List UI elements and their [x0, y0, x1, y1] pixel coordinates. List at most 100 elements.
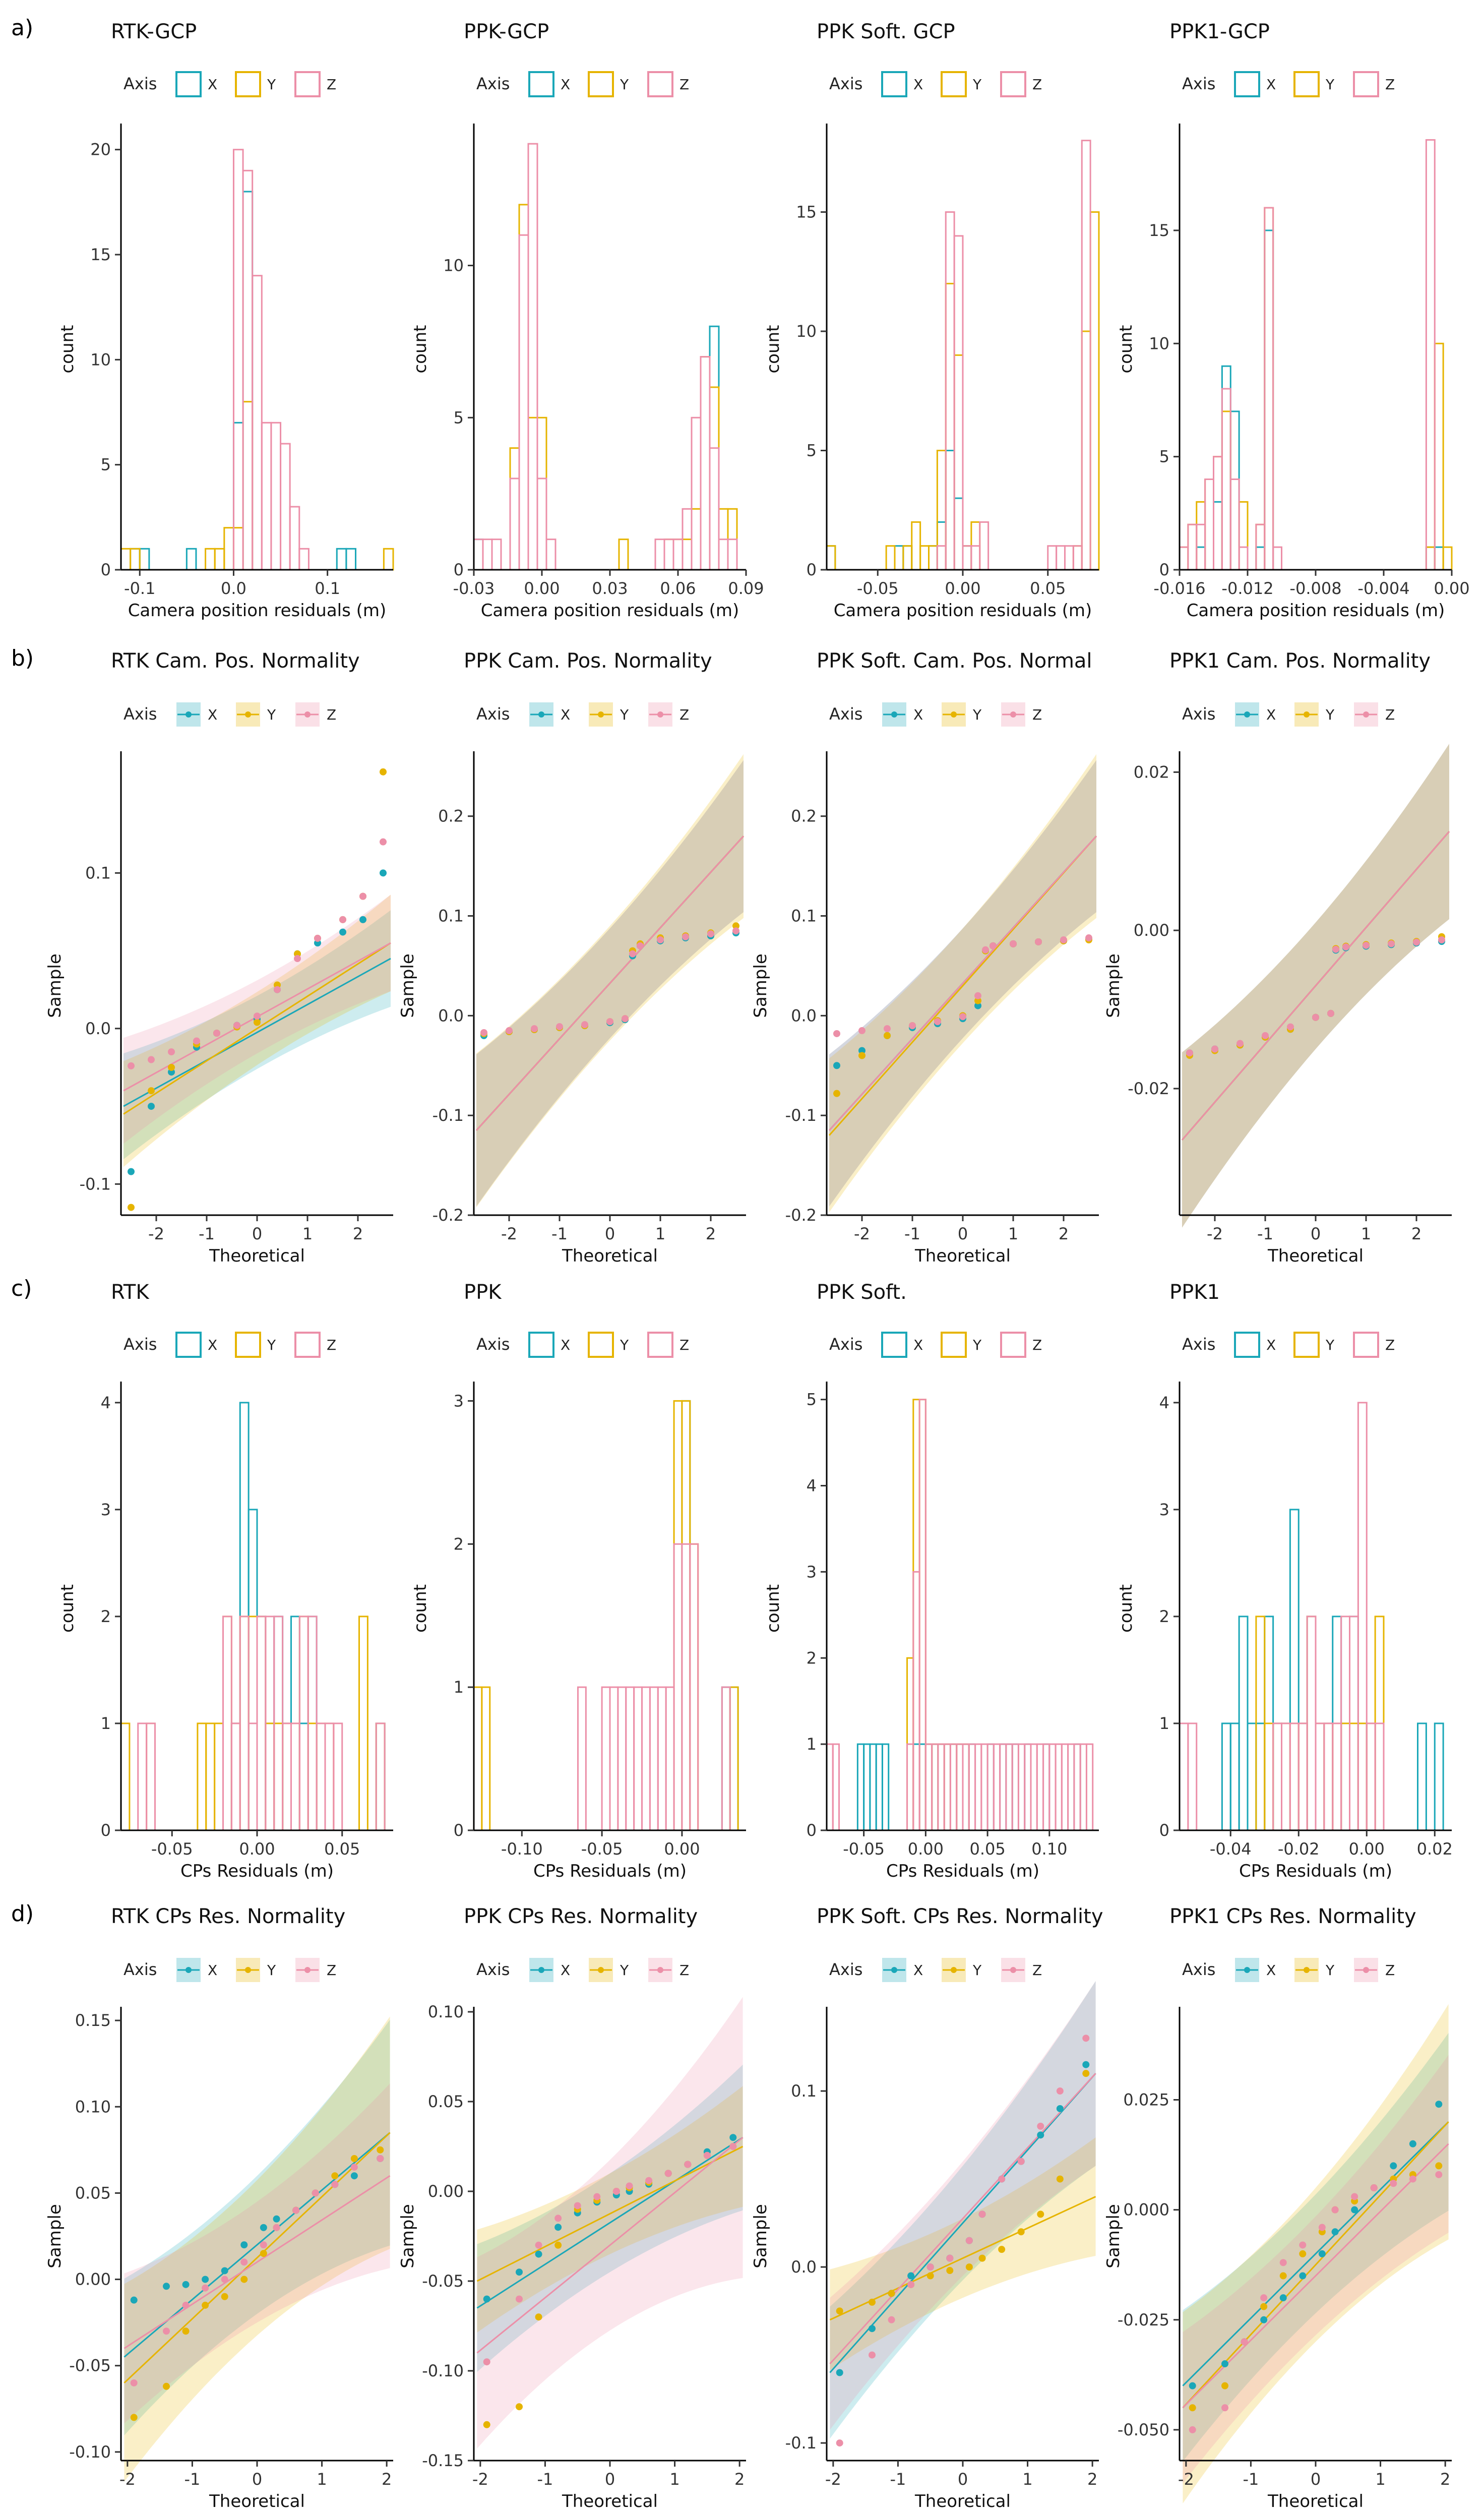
legend-label-y: Y [267, 706, 276, 723]
y-tick-label: 5 [807, 1390, 817, 1409]
panel-b4: PPK1 Cam. Pos. Normality Axis X Y Z -2 -1 0 1 2 -0… [1103, 649, 1452, 1266]
hist-bar [1264, 207, 1274, 571]
x-tick-label: 2 [1440, 2470, 1450, 2489]
series-z [121, 1616, 386, 1831]
hist-bar [1073, 1743, 1081, 1831]
legend-label-y: Y [1325, 76, 1335, 93]
hist-bar [1221, 388, 1231, 571]
hist-bar [1067, 1743, 1075, 1831]
legend: Axis X Y Z [476, 1958, 689, 1982]
qq-point [869, 2325, 876, 2333]
qq-point [1299, 2250, 1307, 2257]
hist-bar [1442, 546, 1453, 571]
chart-title: RTK-GCP [111, 20, 197, 43]
legend-label-y: Y [972, 1337, 982, 1353]
hist-bar [943, 1743, 951, 1831]
legend-key-point-y [598, 711, 604, 718]
qq-point [1085, 934, 1092, 942]
x-tick-label: -2 [119, 2470, 136, 2489]
hist-bar [980, 1743, 988, 1831]
qq-point [934, 1018, 941, 1026]
legend-key-x [175, 1332, 202, 1358]
y-tick-label: -0.1 [80, 1174, 111, 1193]
hist-bar [509, 447, 520, 571]
series-z [1179, 139, 1452, 571]
qq-point [163, 2327, 170, 2335]
points-z [833, 934, 1092, 1037]
legend-label-z: Z [327, 1962, 336, 1979]
hist-bar [1417, 1722, 1427, 1831]
x-axis-label: Theoretical [1267, 1246, 1364, 1266]
legend-key-x [1234, 71, 1260, 97]
confidence-band-x [123, 910, 391, 1160]
hist-bar [239, 1616, 250, 1831]
qq-point [888, 2290, 895, 2297]
hist-bar [1349, 1722, 1359, 1831]
hist-bar [885, 545, 896, 571]
legend-label-y: Y [1325, 1962, 1335, 1979]
hist-bar [956, 1743, 964, 1831]
qq-point [1331, 2228, 1339, 2236]
hist-bar [924, 1743, 933, 1831]
hist-bar [491, 539, 502, 571]
x-tick-label: 2 [706, 1224, 716, 1243]
qq-point [1082, 2070, 1090, 2077]
confidence-band-z [830, 1981, 1096, 2430]
hist-bar [473, 539, 484, 571]
hist-bar [718, 539, 729, 571]
hist-bar [709, 386, 720, 571]
hist-bar [869, 1743, 877, 1831]
qq-point [884, 1025, 891, 1033]
qq-point [148, 1056, 155, 1063]
y-tick-label: 2 [807, 1648, 817, 1667]
hist-bar [681, 1400, 691, 1831]
x-tick-label: 0.05 [969, 1839, 1005, 1859]
hist-bar [968, 1743, 976, 1831]
hist-bar [324, 1722, 335, 1831]
hist-bar [383, 548, 394, 571]
hist-bar [727, 539, 738, 571]
panel-b3: PPK Soft. Cam. Pos. Normal Axis X Y Z -2 -1 0 1 2… [751, 649, 1099, 1266]
hist-bar [1434, 342, 1444, 571]
legend-key-point-y [1304, 1967, 1310, 1973]
qq-point [377, 2155, 384, 2162]
hist-bar [1213, 456, 1223, 571]
qq-point [833, 1090, 840, 1097]
qq-point [982, 946, 989, 953]
hist-bar [1024, 1743, 1032, 1831]
legend-label-x: X [913, 76, 923, 93]
y-tick-label: 0.1 [791, 2081, 817, 2101]
x-tick-label: -0.1 [124, 579, 155, 598]
legend-label-y: Y [267, 76, 276, 93]
qq-point [1390, 2162, 1397, 2170]
legend-key-point-z [1363, 1967, 1369, 1973]
hist-bar [333, 1722, 343, 1831]
hist-bar [1264, 207, 1274, 571]
hist-bar [230, 1722, 241, 1831]
qq-point [182, 2327, 190, 2335]
legend-key-point-y [598, 1967, 604, 1973]
hist-bar [1047, 545, 1058, 571]
qq-point [1056, 2087, 1064, 2095]
legend-key-y [941, 71, 967, 97]
hist-bar [481, 1686, 491, 1831]
hist-bar [1229, 410, 1240, 571]
y-tick-label: -0.15 [422, 2451, 464, 2470]
hist-bar [1238, 1616, 1249, 1831]
qq-point [1342, 943, 1349, 951]
y-tick-label: 2 [454, 1534, 464, 1553]
hist-bar [1297, 1722, 1308, 1831]
y-tick-label: 0 [101, 1821, 111, 1840]
hist-bar [1187, 523, 1198, 571]
hist-bar [252, 275, 263, 571]
qq-point [1260, 2303, 1268, 2310]
hist-bar [945, 211, 955, 571]
y-tick-label: 0.00 [75, 2270, 111, 2289]
legend-label-x: X [1266, 1962, 1276, 1979]
hist-bar [928, 545, 938, 571]
y-tick-label: 1 [807, 1735, 817, 1754]
hist-bar [856, 1743, 865, 1831]
qq-point [1260, 2294, 1268, 2302]
hist-bar [222, 1616, 232, 1831]
hist-bar [120, 1722, 131, 1831]
